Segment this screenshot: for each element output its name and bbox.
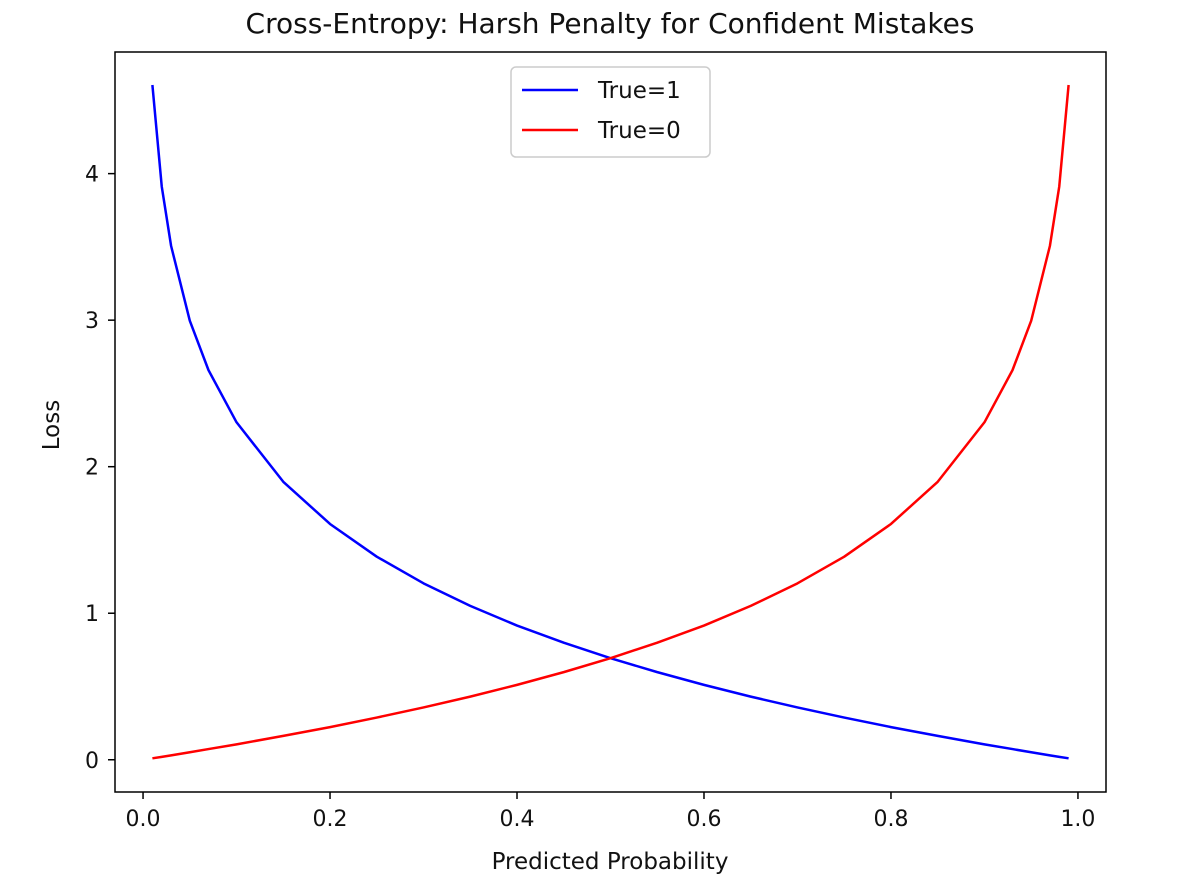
axes-frame [114,51,1107,793]
x-axis-label: Predicted Probability [492,849,729,875]
x-tick-label: 1.0 [1060,807,1095,832]
x-tick-label: 0.2 [313,807,348,832]
x-tick-label: 0.0 [126,807,161,832]
plot-area [151,84,1070,760]
chart-title: Cross-Entropy: Harsh Penalty for Confide… [246,7,975,40]
x-tick-label: 0.8 [873,807,908,832]
y-tick-label: 2 [85,456,99,481]
legend-label-true-0: True=0 [597,118,681,144]
x-tick-label: 0.4 [500,807,535,832]
x-tick-label: 0.6 [686,807,721,832]
y-axis-label: Loss [39,400,65,450]
y-tick-label: 3 [85,309,99,334]
ticks-layer: 0.0 0.2 0.4 0.6 0.8 1.0 0 1 2 3 4 [85,163,1095,832]
series-line-true-0 [152,84,1070,760]
y-tick-label: 0 [85,749,99,774]
y-tick-label: 4 [85,163,99,188]
legend: True=1 True=0 [510,66,711,158]
y-tick-label: 1 [85,602,99,627]
legend-label-true-1: True=1 [597,78,681,104]
